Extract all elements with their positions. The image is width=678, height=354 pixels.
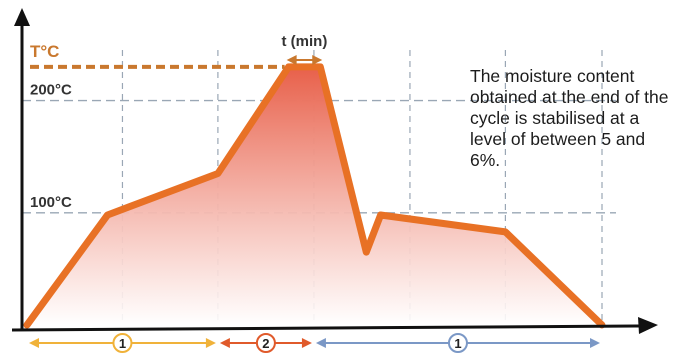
x-axis xyxy=(11,324,641,332)
phase-arrow-left-icon xyxy=(315,338,326,348)
phase-number-label: 1 xyxy=(119,336,126,351)
phase-number-badge xyxy=(447,333,468,353)
phase-band: 1 xyxy=(315,333,600,353)
phase-arrow-left-icon xyxy=(219,338,230,348)
phase-arrow-right-icon xyxy=(590,338,600,348)
temperature-area-fill xyxy=(27,66,602,326)
y-tick-label: 200°C xyxy=(30,82,72,99)
time-duration-label: t (min) xyxy=(282,33,328,50)
time-arrow-left-head xyxy=(286,55,297,65)
moisture-note: The moisture content obtained at the end… xyxy=(470,66,669,170)
y-tick-labels: 200°C 100°C xyxy=(30,82,72,211)
temperature-axis-label: T°C xyxy=(30,42,59,61)
phase-number-label: 1 xyxy=(454,336,461,351)
phase-number-badge xyxy=(255,333,276,353)
phase-number-label: 2 xyxy=(262,336,269,351)
x-axis-arrow-icon xyxy=(638,317,658,334)
y-tick-label: 100°C xyxy=(30,194,72,211)
phase-number-badge xyxy=(112,333,133,353)
time-arrow-right-head xyxy=(312,55,323,65)
phase-arrow-left-icon xyxy=(29,338,39,348)
phase-arrow-right-icon xyxy=(301,338,312,348)
temperature-curve-line xyxy=(23,63,606,329)
phase-bands: 1 2 1 xyxy=(29,333,600,353)
phase-band: 2 xyxy=(219,333,312,353)
y-axis-arrow-icon xyxy=(14,8,30,26)
phase-band: 1 xyxy=(29,333,216,353)
phase-arrow-right-icon xyxy=(205,338,216,348)
